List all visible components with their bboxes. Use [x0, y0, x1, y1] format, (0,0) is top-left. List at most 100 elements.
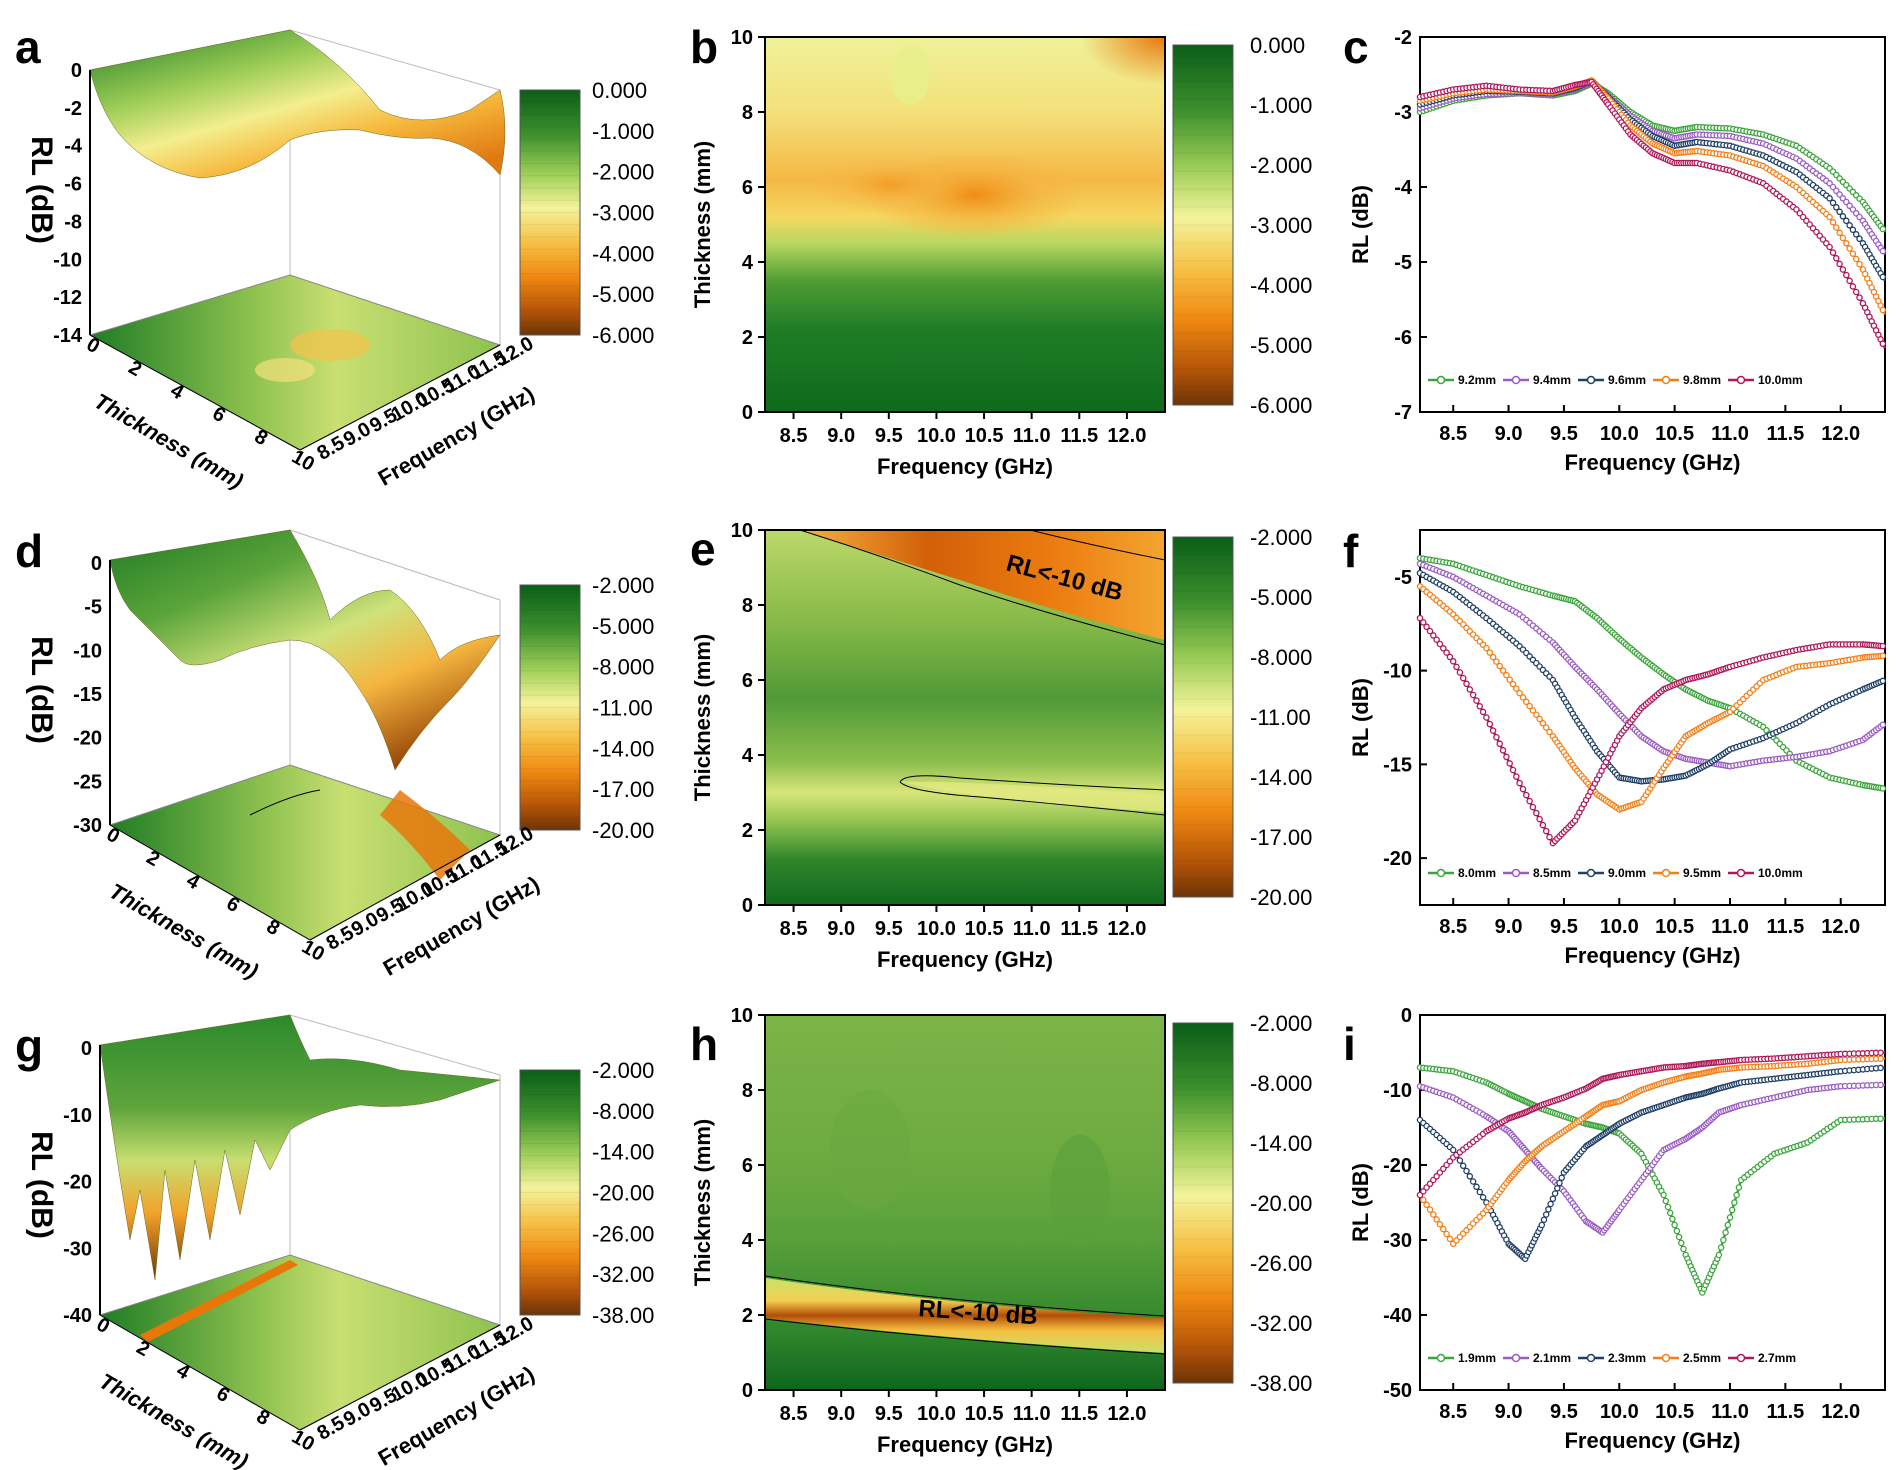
point-i: [1671, 1221, 1678, 1229]
xtick-b: 12.0: [1107, 425, 1146, 447]
point-c: [1856, 294, 1863, 301]
xtick-c: 10.0: [1600, 423, 1639, 445]
plot-frame-c: [1419, 36, 1886, 413]
point-f: [1503, 671, 1510, 679]
point-c: [1849, 250, 1857, 257]
colorbar-b-ramp: [1172, 44, 1234, 406]
colorbar-g-label: -26.00: [592, 1221, 654, 1246]
ylabel-b: Thickness (mm): [690, 141, 715, 309]
xtick-g: 6: [213, 1382, 234, 1407]
series-i-1.9mm: 1.9mm: [1416, 1064, 1886, 1365]
surface-a: [89, 29, 506, 179]
point-i: [1666, 1209, 1674, 1217]
xtick-h: 8.5: [780, 1403, 808, 1425]
ztick-a: -4: [64, 136, 83, 158]
xtick-c: 11.5: [1766, 423, 1804, 445]
point-i: [1538, 1221, 1546, 1229]
xtick-f: 11.0: [1711, 916, 1749, 938]
ytick-c: -7: [1394, 402, 1412, 424]
ytick-g: 12.0: [493, 1313, 538, 1352]
colorbar-b-label: -3.000: [1250, 213, 1312, 238]
surface-plot-g: [98, 1014, 502, 1431]
xtick-i: 11.5: [1766, 1401, 1804, 1423]
point-i: [1556, 1179, 1563, 1187]
xtick-f: 9.0: [1495, 916, 1523, 938]
colorbar-b: 0.000 -1.000 -2.000 -3.000 -4.000 -5.000 -6.00…: [1172, 33, 1312, 418]
point-f: [1426, 627, 1434, 635]
point-c: [1852, 255, 1860, 263]
ytick-e: 6: [742, 670, 753, 692]
colorbar-e-label: -5.000: [1250, 585, 1312, 610]
colorbar-a-label: -5.000: [592, 282, 654, 307]
point-f: [1879, 652, 1887, 660]
point-f: [1436, 640, 1444, 648]
point-i: [1459, 1162, 1467, 1170]
colorbar-h-ramp: [1172, 1022, 1234, 1384]
colorbar-g-label: -14.00: [592, 1140, 654, 1165]
ytick-a: 12.0: [493, 333, 538, 372]
ztick-d: -25: [73, 771, 102, 793]
ytick-h: 4: [742, 1230, 754, 1252]
point-f: [1440, 645, 1447, 652]
panel-letter-h: h: [690, 1018, 718, 1070]
ytick-f: -10: [1383, 661, 1412, 683]
legend-c-9.8mm: 9.8mm: [1683, 373, 1721, 387]
point-f: [1506, 760, 1513, 767]
point-i: [1469, 1178, 1477, 1185]
xtick-h: 11.5: [1060, 1403, 1098, 1425]
point-f: [1879, 677, 1887, 685]
point-f: [1443, 649, 1450, 656]
point-c: [1826, 195, 1833, 202]
point-f: [1476, 703, 1484, 710]
xtick-d: 6: [223, 892, 244, 917]
ytick-e: 8: [742, 595, 753, 617]
series-line-c-9.8mm: [1419, 79, 1887, 316]
point-f: [1879, 642, 1887, 650]
ytick-b: 2: [742, 327, 753, 349]
colorbar-g-label: -2.000: [592, 1058, 654, 1083]
point-i: [1715, 1251, 1723, 1259]
point-i: [1678, 1239, 1685, 1247]
colorbar-a-label: -1.000: [592, 119, 654, 144]
point-i: [1673, 1227, 1681, 1235]
xtick-h: 9.0: [827, 1403, 855, 1425]
xtick-g: 0: [93, 1313, 114, 1338]
point-i: [1726, 1214, 1734, 1221]
xtick-e: 10.0: [917, 918, 956, 940]
xtick-c: 9.0: [1495, 423, 1523, 445]
colorbar-a: 0.000 -1.000 -2.000 -3.000 -4.000 -5.000 -6.00…: [519, 78, 654, 348]
ztick-g: 0: [81, 1038, 92, 1060]
ytick-i: -20: [1383, 1155, 1412, 1177]
point-f: [1446, 653, 1454, 661]
point-c: [1839, 266, 1847, 273]
xtick-d: 4: [183, 869, 204, 894]
point-c: [1843, 240, 1850, 247]
point-f: [1546, 833, 1553, 841]
point-c: [1826, 213, 1833, 221]
heatmap-h: [764, 1015, 1166, 1390]
colorbar-e-label: -17.00: [1250, 825, 1312, 850]
xtick-e: 11.0: [1013, 918, 1051, 940]
point-i: [1664, 1203, 1672, 1211]
point-i: [1877, 1064, 1884, 1072]
panel-letter-d: d: [15, 525, 43, 577]
xtick-b: 11.0: [1013, 425, 1051, 447]
panel-letter-b: b: [690, 21, 718, 73]
xtick-a: 4: [167, 379, 188, 404]
point-f: [1523, 791, 1530, 799]
point-c: [1836, 229, 1843, 237]
ytick-i: -30: [1383, 1230, 1412, 1252]
point-i: [1542, 1211, 1550, 1218]
xtick-a: 0: [83, 333, 104, 358]
ylabel-f: RL (dB): [1348, 678, 1373, 757]
ztick-g: -10: [63, 1105, 92, 1127]
colorbar-a-ramp: [519, 89, 581, 336]
point-i: [1473, 1183, 1480, 1191]
legend-f-8.0mm: 8.0mm: [1458, 866, 1496, 880]
point-i: [1554, 1185, 1561, 1192]
point-i: [1479, 1194, 1487, 1201]
point-c: [1843, 271, 1850, 279]
xtick-e: 10.5: [965, 918, 1004, 940]
series-line-c-9.6mm: [1419, 79, 1887, 282]
point-f: [1483, 644, 1490, 652]
